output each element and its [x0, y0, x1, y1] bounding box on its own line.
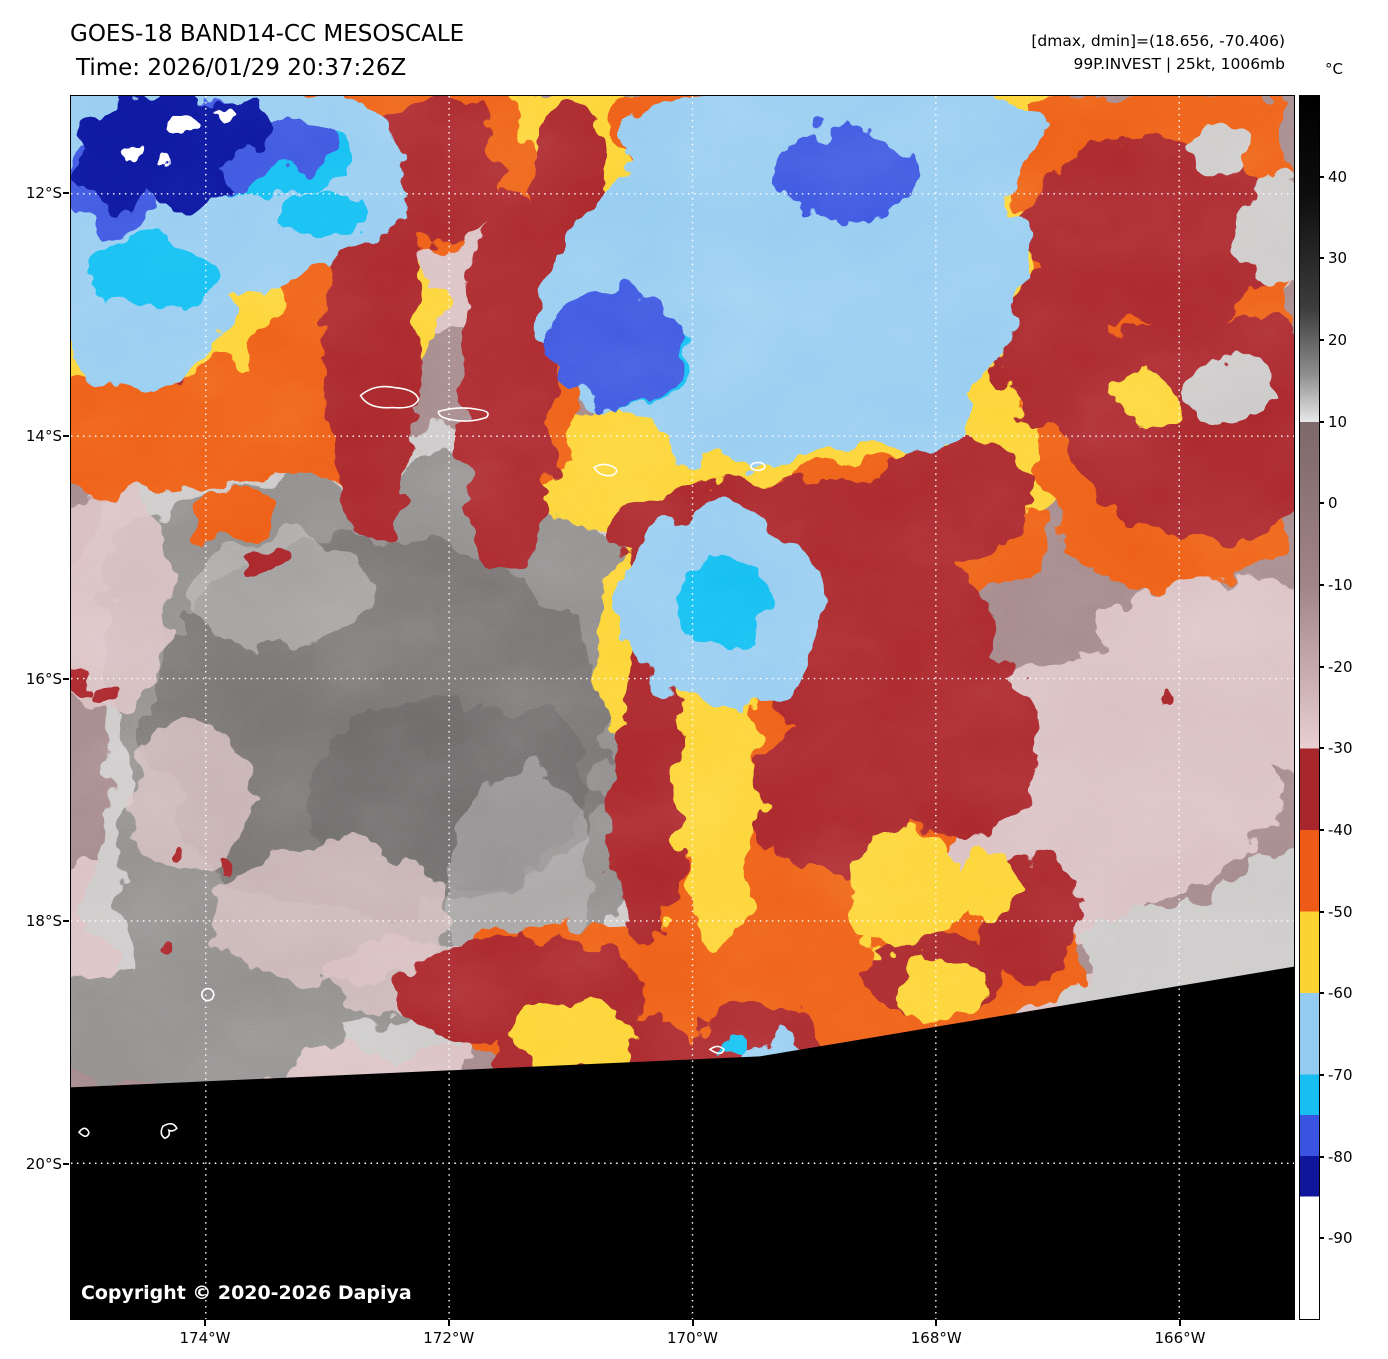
colorbar-tick-label: 30	[1328, 249, 1348, 268]
map-plot: Copyright © 2020-2026 Dapiya	[70, 95, 1295, 1320]
colorbar-tick-mark	[1319, 339, 1324, 341]
colorbar-tick-mark	[1319, 420, 1324, 423]
lon-tick-label: 170°W	[667, 1329, 718, 1347]
lon-tick-mark	[1179, 1320, 1181, 1326]
timestamp: Time: 2026/01/29 20:37:26Z	[76, 55, 407, 81]
colorbar-tick-label: -70	[1328, 1066, 1353, 1084]
readouts: [dmax, dmin]=(18.656, -70.406) 99P.INVES…	[1031, 30, 1285, 76]
colorbar-tick-mark	[1319, 1155, 1324, 1158]
colorbar-tick-label: -20	[1328, 657, 1353, 676]
colorbar-tick-mark	[1319, 257, 1324, 260]
colorbar-tick-mark	[1319, 1074, 1324, 1076]
colorbar-tick-label: -60	[1328, 984, 1353, 1003]
colorbar-tick-mark	[1319, 665, 1324, 668]
colorbar-tick-label: -30	[1328, 739, 1353, 758]
lat-tick-label: 20°S	[25, 1155, 62, 1173]
colorbar-tick-label: -10	[1328, 576, 1353, 594]
latlon-gridlines	[71, 96, 1294, 1319]
colorbar-tick-label: 20	[1328, 331, 1348, 349]
colorbar-tick-label: -40	[1328, 821, 1353, 839]
lat-tick-mark	[63, 1163, 69, 1165]
lon-tick-label: 168°W	[910, 1329, 962, 1347]
colorbar-tick-mark	[1319, 1237, 1324, 1240]
lat-tick-mark	[63, 920, 69, 923]
lon-tick-mark	[691, 1320, 694, 1326]
lon-tick-label: 166°W	[1154, 1329, 1206, 1347]
scan-data-region	[71, 96, 1294, 1088]
colorbar-tick-mark	[1319, 175, 1324, 178]
colorbar-gradient	[1300, 96, 1319, 1319]
lat-tick-label: 14°S	[25, 426, 62, 445]
sensor-grain-texture	[71, 96, 1294, 1088]
lat-tick-mark	[63, 434, 69, 437]
colorbar-tick-mark	[1319, 747, 1324, 750]
copyright: Copyright © 2020-2026 Dapiya	[81, 1282, 412, 1304]
lat-tick-label: 18°S	[25, 912, 62, 931]
colorbar-tick-label: 40	[1328, 167, 1348, 186]
lat-tick-label: 16°S	[25, 669, 62, 688]
colorbar-tick-label: -90	[1328, 1229, 1353, 1248]
lon-tick-label: 172°W	[423, 1329, 475, 1347]
colorbar-tick-label: -50	[1328, 902, 1353, 921]
colorbar-tick-mark	[1319, 584, 1324, 586]
island-outlines	[77, 385, 766, 1140]
dminmax-readout: [dmax, dmin]=(18.656, -70.406)	[1031, 32, 1285, 50]
lon-tick-mark	[935, 1320, 938, 1326]
page-title: GOES-18 BAND14-CC MESOSCALE	[70, 21, 465, 47]
satellite-map: Copyright © 2020-2026 Dapiya	[71, 96, 1294, 1319]
lon-tick-mark	[204, 1320, 206, 1326]
colorbar	[1299, 95, 1320, 1320]
lon-tick-label: 174°W	[179, 1329, 231, 1347]
colorbar-tick-mark	[1319, 992, 1324, 995]
colorbar-tick-mark	[1319, 829, 1324, 831]
colorbar-unit-label: °C	[1325, 60, 1343, 78]
storm-readout: 99P.INVEST | 25kt, 1006mb	[1073, 55, 1285, 73]
colorbar-tick-label: 10	[1328, 412, 1348, 431]
colorbar-tick-label: 0	[1328, 494, 1338, 513]
colorbar-tick-mark	[1319, 502, 1324, 505]
colorbar-tick-mark	[1319, 910, 1324, 913]
lat-tick-mark	[63, 192, 69, 194]
lat-tick-label: 12°S	[25, 184, 62, 202]
lat-tick-mark	[63, 677, 69, 680]
colorbar-tick-label: -80	[1328, 1147, 1353, 1166]
lon-tick-mark	[447, 1320, 450, 1326]
